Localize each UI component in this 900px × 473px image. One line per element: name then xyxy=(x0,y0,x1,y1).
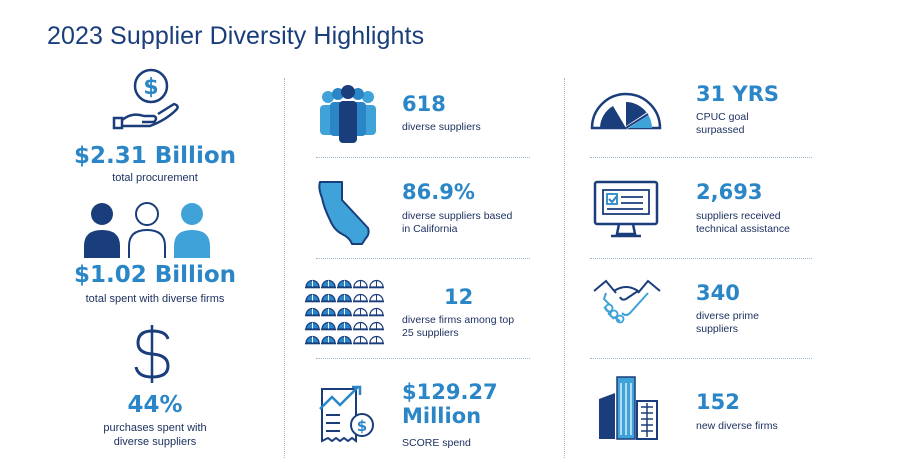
california-map-icon xyxy=(318,181,370,245)
stat-label-score-spend: SCORE spend xyxy=(402,437,471,449)
divider-right-1 xyxy=(590,157,812,158)
hardhat-icon xyxy=(353,307,368,317)
divider-mid-1 xyxy=(316,157,530,158)
stat-value-diverse-spend: $1.02 Billion xyxy=(74,262,236,288)
stat-label-diverse-spend: total spent with diverse firms xyxy=(85,293,225,305)
divider-left xyxy=(284,78,285,458)
hardhat-icon xyxy=(305,335,320,345)
stat-label-technical-assistance: suppliers received technical assistance xyxy=(696,210,790,235)
hardhat-icon xyxy=(369,307,384,317)
hardhat-icon xyxy=(337,307,352,317)
money-hand-icon: $ xyxy=(112,68,179,130)
divider-right-3 xyxy=(590,358,812,359)
hardhat-icon xyxy=(321,307,336,317)
hardhat-icon xyxy=(353,335,368,345)
stat-label-new-firms: new diverse firms xyxy=(696,420,778,432)
hardhat-icon xyxy=(305,307,320,317)
stat-label-total-procurement: total procurement xyxy=(112,172,198,184)
page-title: 2023 Supplier Diversity Highlights xyxy=(47,22,425,50)
monitor-checklist-icon xyxy=(593,180,659,238)
hardhat-icon xyxy=(353,293,368,303)
stat-value-prime-suppliers: 340 xyxy=(696,281,740,305)
dollar-sign-icon xyxy=(134,325,170,383)
hardhat-icon xyxy=(353,321,368,331)
divider-right-2 xyxy=(590,258,812,259)
crowd-icon xyxy=(320,85,376,143)
stat-value-purchases-pct: 44% xyxy=(127,392,183,418)
hardhat-icon xyxy=(369,293,384,303)
stat-label-prime-suppliers: diverse prime suppliers xyxy=(696,310,760,335)
hardhat-icon xyxy=(321,321,336,331)
gauge-icon xyxy=(590,92,662,130)
stat-value-technical-assistance: 2,693 xyxy=(696,180,763,204)
hardhat-icon xyxy=(353,279,368,289)
hardhat-icon xyxy=(305,293,320,303)
receipt-chart-icon: $ xyxy=(319,385,374,443)
hardhat-grid-icon xyxy=(305,279,384,345)
stat-value-cpuc-years: 31 YRS xyxy=(696,82,780,106)
hardhat-icon xyxy=(369,335,384,345)
buildings-icon xyxy=(599,376,658,440)
hardhat-icon xyxy=(305,279,320,289)
hardhat-icon xyxy=(305,321,320,331)
hardhat-icon xyxy=(337,279,352,289)
hardhat-icon xyxy=(337,293,352,303)
stat-label-california-pct: diverse suppliers based in California xyxy=(402,210,513,235)
stat-value-california-pct: 86.9% xyxy=(402,180,475,204)
stat-value-top25: 12 xyxy=(444,285,474,309)
stat-label-cpuc-years: CPUC goal surpassed xyxy=(696,111,749,136)
stat-value-score-spend: $129.27 Million xyxy=(402,380,498,428)
stat-label-top25: diverse firms among top 25 suppliers xyxy=(402,314,515,339)
stat-value-diverse-suppliers: 618 xyxy=(402,92,446,116)
divider-right xyxy=(564,78,565,458)
hardhat-icon xyxy=(337,335,352,345)
hardhat-icon xyxy=(337,321,352,331)
divider-mid-2 xyxy=(316,258,530,259)
stat-value-total-procurement: $2.31 Billion xyxy=(74,143,236,169)
hardhat-icon xyxy=(321,335,336,345)
hardhat-icon xyxy=(369,279,384,289)
stat-label-purchases-pct: purchases spent with diverse suppliers xyxy=(103,422,207,448)
people-group-icon xyxy=(84,202,210,258)
svg-text:$: $ xyxy=(143,75,158,100)
hardhat-icon xyxy=(321,293,336,303)
hardhat-icon xyxy=(369,321,384,331)
svg-text:$: $ xyxy=(357,417,367,435)
handshake-icon xyxy=(593,279,661,324)
divider-mid-3 xyxy=(316,358,530,359)
stat-value-new-firms: 152 xyxy=(696,390,740,414)
hardhat-icon xyxy=(321,279,336,289)
stat-label-diverse-suppliers: diverse suppliers xyxy=(402,121,481,133)
